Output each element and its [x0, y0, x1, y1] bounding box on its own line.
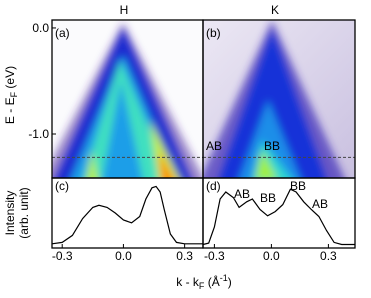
x-tick-label: -0.3 — [204, 249, 225, 263]
label-part: k - k — [176, 275, 200, 289]
column-title: H — [120, 3, 129, 17]
x-tick-label: -0.3 — [52, 249, 73, 263]
y-axis-title: Intensity — [3, 191, 17, 236]
column-title: K — [271, 3, 279, 17]
y-tick-label: -1.0 — [28, 127, 49, 141]
label-part: ) — [228, 275, 232, 289]
panel-frame — [51, 177, 204, 249]
panel-frame — [202, 177, 356, 249]
panel-label: (a) — [55, 26, 70, 40]
x-axis-title: k - kF (Å-1) — [176, 273, 232, 291]
x-tick-label: 0.0 — [115, 249, 132, 263]
annotation: BB — [290, 179, 306, 193]
spectrum-a — [52, 20, 203, 178]
label-part: (eV) — [3, 66, 17, 92]
y-tick-label: 0.0 — [32, 21, 49, 35]
intensity-curve — [202, 188, 355, 246]
label-part: Intensity — [3, 191, 17, 236]
y-axis-title: (arb. unit) — [17, 187, 31, 238]
label-part: F — [9, 91, 19, 97]
spectrum-b — [203, 20, 355, 178]
panel-label: (d) — [206, 179, 221, 193]
annotation: BB — [260, 191, 276, 205]
annotation: AB — [312, 197, 328, 211]
label-part: (Å — [204, 274, 219, 289]
label-part: (arb. unit) — [17, 187, 31, 238]
panel-label: (b) — [206, 26, 221, 40]
x-tick-label: 0.3 — [320, 249, 337, 263]
annotation: BB — [264, 139, 280, 153]
label-part: F — [199, 281, 205, 291]
label-part: -1 — [220, 273, 228, 283]
x-tick-label: 0.0 — [263, 249, 280, 263]
annotation: AB — [206, 139, 222, 153]
annotation: AB — [234, 187, 250, 201]
intensity-curve — [51, 185, 203, 245]
y-axis-title: E - EF (eV) — [3, 66, 19, 124]
x-tick-label: 0.3 — [176, 249, 193, 263]
panel-label: (c) — [55, 179, 69, 193]
label-part: E - E — [3, 97, 17, 124]
